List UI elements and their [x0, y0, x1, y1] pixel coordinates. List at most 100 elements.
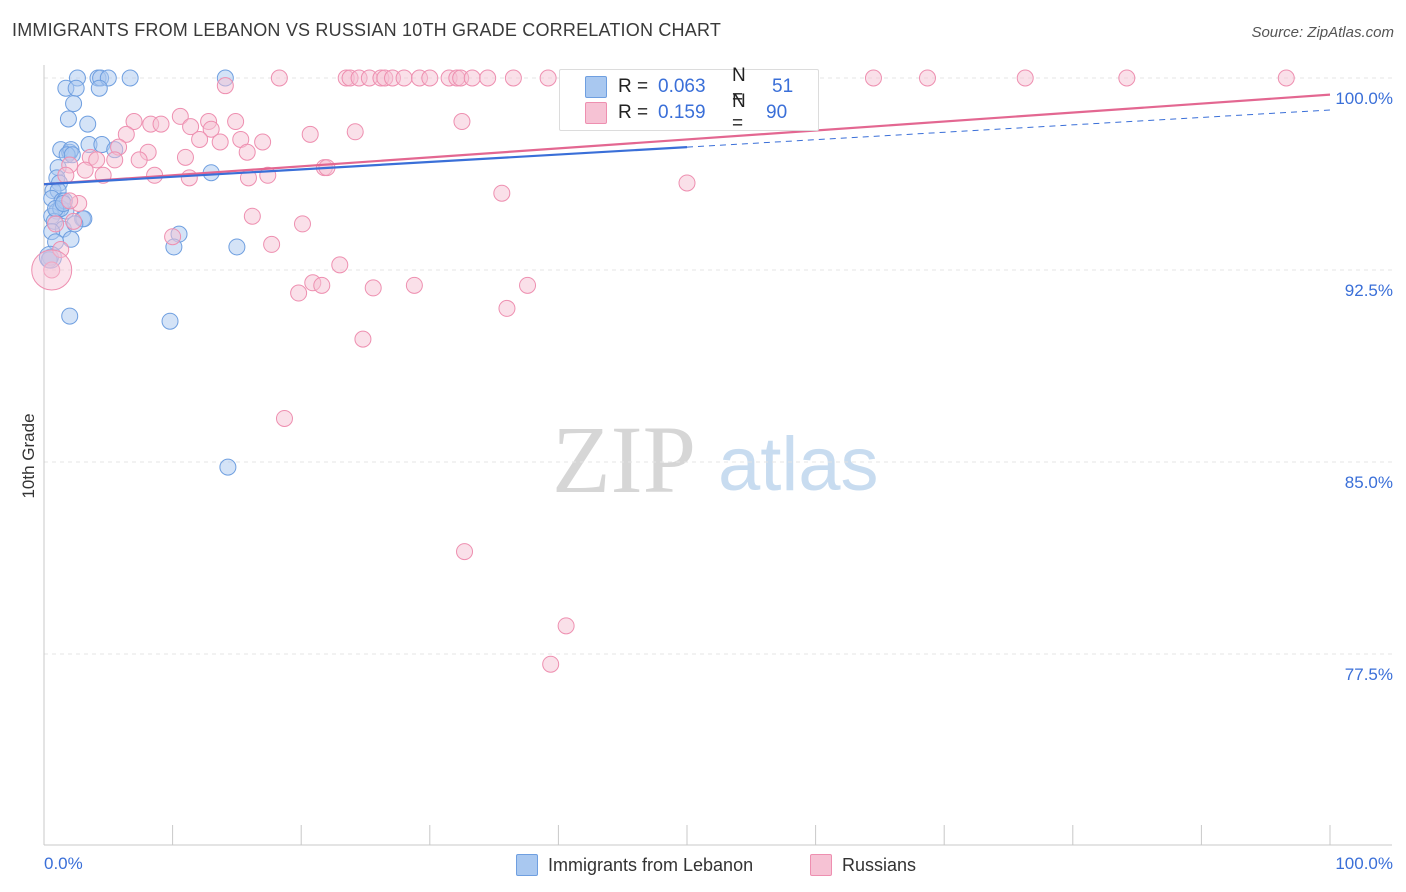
data-point-russians — [216, 77, 234, 95]
data-point-russians — [498, 299, 516, 317]
data-point-russians — [539, 69, 557, 87]
bottom-legend-russians[interactable]: Russians — [810, 852, 916, 878]
data-point-russians — [456, 543, 474, 561]
data-point-lebanon — [65, 95, 83, 113]
data-point-russians — [395, 69, 413, 87]
y-tick-label: 92.5% — [1345, 281, 1393, 300]
stats-legend: R = 0.063 N = 51 R = 0.159 N = 90 — [559, 65, 819, 134]
series-russians-points — [31, 69, 1295, 673]
data-point-russians — [88, 151, 106, 169]
x-tick-label-start: 0.0% — [44, 854, 83, 873]
data-point-russians — [479, 69, 497, 87]
data-point-russians — [52, 241, 70, 259]
data-point-russians — [43, 261, 61, 279]
chart-title: IMMIGRANTS FROM LEBANON VS RUSSIAN 10TH … — [12, 20, 722, 40]
data-point-lebanon — [121, 69, 139, 87]
data-point-russians — [293, 215, 311, 233]
data-point-russians — [238, 143, 256, 161]
data-point-russians — [47, 215, 65, 233]
trend-line-lebanon-projection — [686, 109, 1331, 148]
data-point-russians — [504, 69, 522, 87]
data-point-lebanon — [61, 307, 79, 325]
watermark-atlas: atlas — [718, 422, 879, 507]
data-point-russians — [65, 212, 83, 230]
data-point-russians — [106, 151, 124, 169]
watermark-zip: ZIP — [552, 406, 696, 513]
data-point-russians — [354, 330, 372, 348]
y-axis-label: 10th Grade — [19, 413, 38, 498]
data-point-russians — [211, 133, 229, 151]
data-point-lebanon — [59, 110, 77, 128]
trend-line-russians — [43, 93, 1331, 186]
data-point-lebanon — [228, 238, 246, 256]
bottom-legend-swatch-russians — [810, 854, 832, 876]
data-point-russians — [171, 107, 189, 125]
data-point-russians — [117, 125, 135, 143]
data-point-russians — [76, 161, 94, 179]
data-point-russians — [453, 113, 471, 131]
y-tick-label: 85.0% — [1345, 473, 1393, 492]
data-point-russians — [421, 69, 439, 87]
data-point-russians — [125, 113, 143, 131]
y-tick-label: 77.5% — [1345, 665, 1393, 684]
data-point-russians — [57, 166, 75, 184]
data-point-russians — [313, 276, 331, 294]
data-point-russians — [202, 120, 220, 138]
legend-n-value-russians: 90 — [766, 102, 788, 123]
legend-n-label: N = — [732, 65, 746, 108]
data-point-russians — [331, 256, 349, 274]
data-point-russians — [1277, 69, 1295, 87]
data-point-russians — [176, 148, 194, 166]
source-label: Source: ZipAtlas.com — [1251, 24, 1394, 41]
grid-lines — [44, 77, 1392, 655]
x-tick-label-end: 100.0% — [1335, 854, 1393, 873]
data-point-russians — [182, 118, 200, 136]
legend-r-label: R = — [618, 76, 649, 97]
data-point-russians — [301, 125, 319, 143]
legend-r-value-lebanon: 0.063 — [658, 76, 706, 97]
data-point-lebanon — [161, 312, 179, 330]
data-point-russians — [364, 279, 382, 297]
data-point-russians — [180, 169, 198, 187]
data-point-russians-large — [31, 249, 73, 291]
data-point-russians — [678, 174, 696, 192]
bottom-legend-lebanon[interactable]: Immigrants from Lebanon — [516, 852, 753, 878]
legend-swatch-russians — [585, 102, 607, 124]
data-point-russians — [542, 655, 560, 673]
axes — [43, 65, 1392, 846]
tick-labels: 77.5% 85.0% 92.5% 100.0% 0.0% 100.0% — [44, 89, 1393, 873]
data-point-russians — [152, 115, 170, 133]
data-point-russians — [254, 133, 272, 151]
legend-n-value-lebanon: 51 — [772, 76, 794, 97]
data-point-russians — [243, 207, 261, 225]
data-point-russians — [1118, 69, 1136, 87]
data-point-russians — [164, 228, 182, 246]
data-point-lebanon — [219, 458, 237, 476]
data-point-russians — [405, 276, 423, 294]
data-point-russians — [918, 69, 936, 87]
data-point-russians — [557, 617, 575, 635]
legend-r-label: R = — [618, 102, 649, 123]
trend-line-lebanon — [43, 146, 688, 186]
y-tick-label: 100.0% — [1335, 89, 1393, 108]
legend-n-label: N = — [732, 91, 746, 134]
legend-swatch-lebanon — [585, 76, 607, 98]
legend-row-lebanon: R = 0.063 N = 51 — [585, 65, 793, 108]
bottom-legend-label-lebanon: Immigrants from Lebanon — [548, 854, 754, 875]
data-point-russians — [346, 123, 364, 141]
data-point-lebanon — [90, 79, 108, 97]
data-point-russians — [519, 276, 537, 294]
data-point-lebanon — [79, 115, 97, 133]
data-point-russians — [191, 130, 209, 148]
data-point-russians — [290, 284, 308, 302]
bottom-legend-label-russians: Russians — [842, 854, 917, 875]
bottom-legend-swatch-lebanon — [516, 854, 538, 876]
data-point-russians — [227, 113, 245, 131]
data-point-russians — [463, 69, 481, 87]
data-point-russians — [263, 235, 281, 253]
data-point-russians — [270, 69, 288, 87]
data-point-russians — [1016, 69, 1034, 87]
data-point-russians — [61, 192, 79, 210]
data-point-lebanon — [67, 79, 85, 97]
